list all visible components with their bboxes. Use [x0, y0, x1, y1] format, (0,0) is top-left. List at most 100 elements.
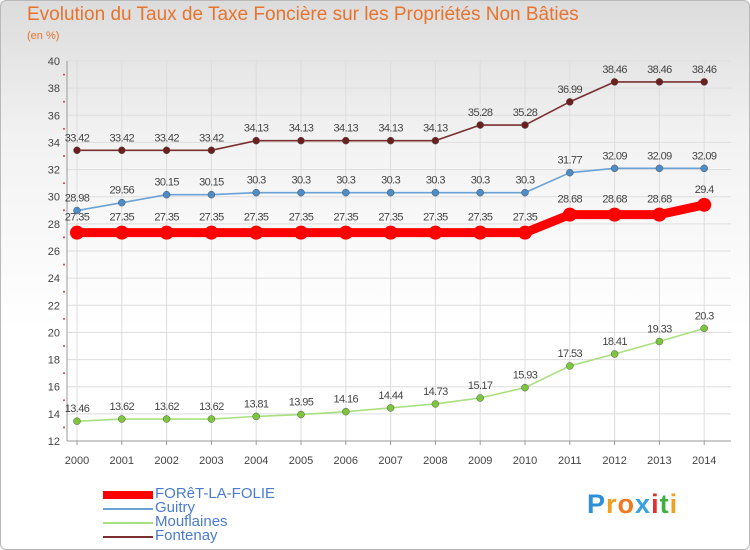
y-tick-label: 34: [48, 137, 60, 149]
data-label: 13.62: [199, 401, 224, 413]
y-minor-tick: [63, 426, 65, 429]
data-point: [342, 407, 350, 416]
data-point: [342, 136, 350, 145]
data-point: [162, 190, 171, 199]
y-tick-label: 40: [48, 56, 60, 68]
data-point: [518, 225, 532, 240]
data-label: 33.42: [110, 132, 135, 144]
data-point: [252, 412, 260, 421]
data-label: 35.28: [468, 107, 493, 119]
data-label: 34.13: [378, 123, 403, 135]
data-label: 14.44: [378, 390, 403, 402]
y-minor-tick: [63, 127, 65, 130]
chart-subtitle: (en %): [27, 30, 60, 42]
data-label: 27.35: [289, 212, 314, 224]
data-point: [118, 198, 126, 207]
y-tick-label: 30: [48, 192, 60, 204]
data-point: [159, 225, 174, 240]
data-label: 30.3: [426, 175, 445, 187]
logo-letter: i: [669, 489, 679, 519]
data-label: 27.35: [154, 212, 179, 224]
data-point: [73, 417, 81, 425]
data-point: [297, 188, 305, 197]
data-label: 27.35: [110, 212, 135, 224]
data-point: [431, 400, 440, 408]
y-tick-label: 26: [48, 246, 60, 258]
data-label: 13.62: [154, 401, 179, 413]
y-tick-label: 12: [48, 436, 60, 448]
data-point: [431, 188, 440, 197]
legend-label: Fontenay: [155, 527, 218, 544]
data-point: [652, 207, 667, 222]
y-minor-tick: [63, 73, 65, 76]
legend-label: FORêT-LA-FOLIE: [155, 485, 276, 502]
data-label: 27.35: [378, 212, 403, 224]
logo-letter: i: [651, 489, 660, 519]
x-tick-label: 2000: [65, 455, 89, 467]
data-label: 19.33: [647, 324, 672, 336]
x-tick-label: 2010: [513, 455, 537, 467]
data-point: [73, 206, 81, 215]
data-point: [607, 207, 622, 222]
y-tick-label: 18: [48, 355, 60, 367]
data-label: 17.53: [558, 348, 583, 360]
data-point: [610, 164, 619, 173]
x-tick-label: 2003: [199, 455, 223, 467]
data-label: 38.46: [602, 64, 627, 76]
y-tick-label: 14: [48, 409, 60, 421]
data-label: 27.35: [65, 212, 90, 224]
legend-swatch: [103, 536, 153, 538]
y-tick-label: 38: [48, 83, 60, 95]
data-point: [383, 225, 398, 240]
data-label: 14.73: [423, 386, 448, 398]
y-minor-tick: [63, 236, 65, 239]
data-point: [700, 164, 708, 173]
data-point: [610, 350, 619, 358]
y-minor-tick: [63, 263, 65, 266]
y-tick-label: 24: [48, 273, 60, 285]
data-point: [473, 225, 488, 240]
data-label: 34.13: [334, 123, 359, 135]
data-label: 30.15: [199, 177, 224, 189]
data-point: [566, 362, 574, 370]
logo-letter: t: [659, 489, 670, 519]
data-label: 30.3: [471, 175, 490, 187]
data-label: 28.68: [602, 194, 627, 206]
data-label: 30.3: [336, 175, 355, 187]
data-point: [697, 197, 712, 212]
logo-letter: o: [617, 489, 636, 519]
data-label: 27.35: [423, 212, 448, 224]
data-point: [428, 225, 443, 240]
legend-swatch: [103, 491, 153, 499]
data-point: [521, 188, 529, 197]
y-tick-label: 22: [48, 300, 60, 312]
y-tick-label: 36: [48, 110, 60, 122]
data-label: 32.09: [692, 150, 717, 162]
logo-letter: r: [606, 489, 618, 519]
x-tick-label: 2009: [468, 455, 492, 467]
y-tick-label: 20: [48, 327, 60, 339]
y-minor-tick: [63, 345, 65, 347]
y-minor-tick: [63, 372, 65, 375]
data-point: [73, 146, 81, 155]
data-point: [700, 78, 708, 86]
data-label: 27.35: [244, 212, 269, 224]
data-point: [521, 383, 529, 392]
y-minor-tick: [63, 182, 65, 185]
data-label: 30.3: [247, 175, 266, 187]
data-point: [655, 78, 664, 86]
x-tick-label: 2006: [334, 455, 358, 467]
data-label: 34.13: [289, 123, 314, 135]
data-label: 31.77: [558, 155, 583, 167]
data-point: [297, 136, 305, 145]
data-point: [386, 136, 395, 145]
data-label: 28.68: [558, 194, 583, 206]
logo-letter: P: [587, 489, 607, 519]
legend-swatch: [103, 508, 153, 510]
data-label: 14.16: [334, 394, 359, 406]
data-label: 33.42: [65, 132, 90, 144]
data-label: 32.09: [647, 150, 672, 162]
data-label: 30.3: [515, 175, 534, 187]
